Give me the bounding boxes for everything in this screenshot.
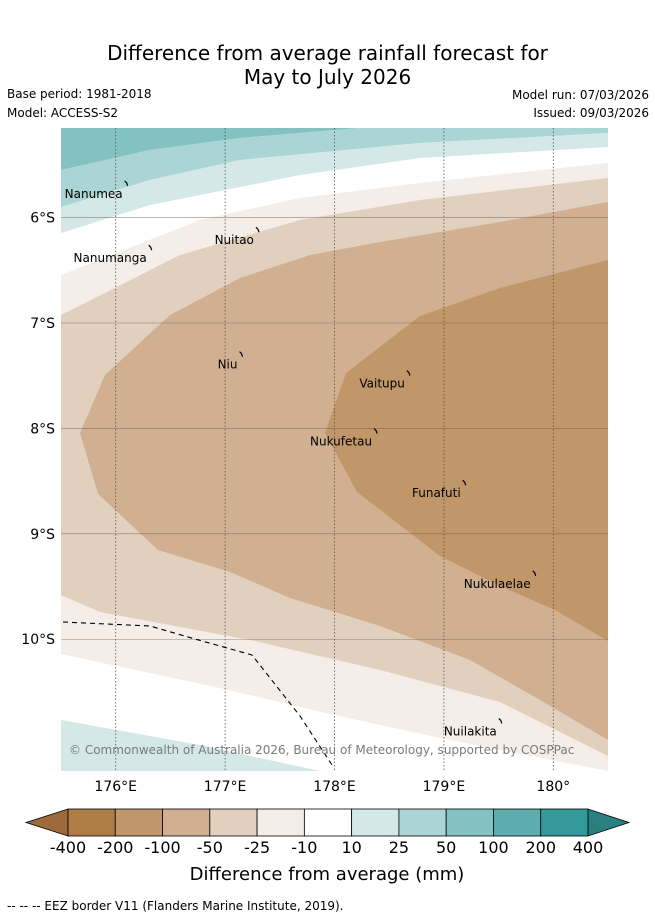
lat-tick-label: 7°S [30, 316, 55, 332]
rainfall-contours [61, 128, 608, 771]
island-label: Funafuti [412, 486, 461, 500]
colorbar-tick-label: 50 [436, 838, 456, 857]
colorbar-title: Difference from average (mm) [190, 864, 465, 885]
model-label: Model: ACCESS-S2 [7, 106, 119, 120]
colorbar-tick-label: -10 [291, 838, 317, 857]
island-shape [148, 244, 153, 251]
colorbar-segment [398, 808, 447, 837]
island-label: Nuilakita [444, 724, 497, 738]
lon-tick-label: 180° [536, 779, 570, 795]
lat-tick-label: 6°S [30, 211, 55, 227]
eez-border [62, 621, 335, 769]
colorbar-segment [67, 808, 116, 837]
lat-tick-label: 10°S [21, 632, 55, 648]
colorbar-tick-label: 100 [478, 838, 509, 857]
map-title-line2: May to July 2026 [243, 65, 412, 89]
copyright-text: © Commonwealth of Australia 2026, Bureau… [69, 743, 574, 757]
islands: Nanumea Nuitao Nanumanga Niu Vaitupu Nukufeta… [65, 180, 537, 738]
colorbar-segment [445, 808, 494, 837]
axis-labels: 176°E 177°E 178°E 179°E 180° 6°S 7°S 8°S 9°S 10°S [21, 211, 570, 795]
colorbar-segment [209, 808, 258, 837]
island-label: Niu [218, 358, 238, 372]
base-period-label: Base period: 1981-2018 [7, 87, 152, 101]
colorbar-segment [540, 808, 589, 837]
colorbar-segment [351, 808, 400, 837]
island-shape [406, 370, 411, 376]
colorbar-segment [256, 808, 305, 837]
lon-tick-label: 177°E [204, 779, 247, 795]
island-shape [462, 479, 467, 486]
island-label: Nanumea [65, 187, 123, 201]
colorbar-low-extend [24, 808, 69, 837]
colorbar-tick-label: 10 [341, 838, 361, 857]
contour-wet-moderate [61, 128, 608, 207]
colorbar-segment [303, 808, 353, 837]
colorbar-segment [162, 808, 211, 837]
island-label: Vaitupu [359, 377, 405, 391]
colorbar-tick-label: 400 [573, 838, 604, 857]
island-label: Nukufetau [310, 435, 372, 449]
colorbar-segment [114, 808, 163, 837]
eez-legend-note: -- -- -- EEZ border V11 (Flanders Marine… [7, 899, 344, 913]
map-title-line1: Difference from average rainfall forecas… [107, 41, 548, 65]
colorbar-tick-label: -200 [97, 838, 133, 857]
contour-wet-strong [61, 128, 360, 170]
lon-tick-label: 178°E [313, 779, 356, 795]
issued-label: Issued: 09/03/2026 [533, 106, 649, 120]
graticule [61, 128, 608, 771]
island-shape [498, 718, 503, 724]
island-shape [373, 428, 378, 434]
colorbar-high-extend [587, 808, 631, 837]
island-shape [255, 226, 260, 233]
colorbar-tick-label: -400 [50, 838, 86, 857]
colorbar-segment [493, 808, 542, 837]
colorbar-tick-label: -100 [144, 838, 180, 857]
island-shape [124, 180, 129, 187]
island-label: Nanumanga [74, 251, 147, 265]
colorbar: -400 -200 -100 -50 -25 -10 10 25 50 100 200 400 [24, 808, 631, 857]
lat-tick-label: 9°S [30, 527, 55, 543]
colorbar-tick-label: 25 [389, 838, 409, 857]
colorbar-tick-label: -50 [197, 838, 223, 857]
island-label: Nukulaelae [464, 577, 531, 591]
lon-tick-label: 179°E [423, 779, 466, 795]
contour-wet-south [61, 720, 320, 771]
island-shape [532, 570, 537, 577]
lon-tick-label: 176°E [94, 779, 137, 795]
lat-tick-label: 8°S [30, 421, 55, 437]
colorbar-tick-label: -25 [244, 838, 270, 857]
contour-dry-strong [325, 260, 608, 641]
island-label: Nuitao [215, 233, 254, 247]
island-shape [239, 351, 244, 357]
model-run-label: Model run: 07/03/2026 [511, 88, 649, 102]
colorbar-tick-label: 200 [525, 838, 556, 857]
